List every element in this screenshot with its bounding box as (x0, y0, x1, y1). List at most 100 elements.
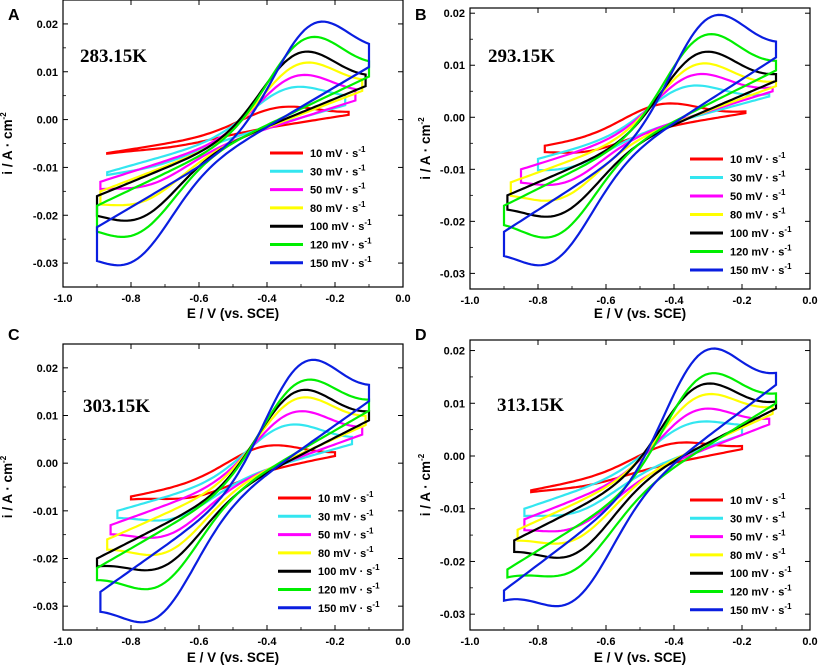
legend-label: 30 mV · s-1 (730, 170, 786, 185)
cv-curve (516, 392, 774, 545)
y-tick-label: 0.01 (37, 411, 58, 423)
x-tick-label: -1.0 (54, 293, 73, 305)
legend-label: 80 mV · s-1 (730, 547, 786, 562)
y-axis-title-superscript: -2 (0, 112, 8, 120)
x-tick-label: -0.6 (597, 636, 616, 648)
y-tick-label: 0.01 (444, 60, 465, 72)
cv-curve (502, 13, 778, 267)
legend-superscript: -1 (778, 510, 786, 519)
y-tick-label: -0.02 (440, 216, 465, 228)
legend-label: 10 mV · s-1 (318, 490, 374, 505)
x-axis-title: E / V (vs. SCE) (187, 306, 279, 321)
y-tick-label: -0.01 (33, 162, 58, 174)
cv-curve (109, 410, 364, 539)
chart-panel-d: -1.0 -0.8 -0.6 -0.4 -0.2 0.0 -0.03 -0.02 -0.01 0.… (415, 327, 818, 665)
y-tick-label: -0.02 (33, 554, 58, 566)
cv-curve (106, 396, 367, 557)
y-tick-label: 0.00 (444, 451, 465, 463)
cv-curve (523, 407, 771, 533)
legend-superscript: -1 (784, 584, 792, 593)
y-axis-title: i / A · cm-2 (0, 455, 15, 518)
x-tick-label: -0.2 (326, 293, 345, 305)
cv-curve (506, 372, 778, 579)
legend-superscript: -1 (784, 262, 792, 271)
cv-curve (543, 102, 747, 154)
legend-superscript: -1 (784, 244, 792, 253)
temperature-label: 313.15K (497, 395, 564, 416)
cv-curve (95, 388, 371, 572)
y-tick-label: -0.02 (33, 210, 58, 222)
x-tick-label: -0.8 (122, 636, 141, 648)
legend-label: 50 mV · s-1 (730, 529, 786, 544)
x-tick-label: -0.6 (190, 293, 209, 305)
y-tick-label: -0.03 (440, 609, 465, 621)
cv-curve (502, 347, 778, 608)
cv-curve (530, 441, 744, 494)
x-tick-label: -0.2 (733, 295, 752, 307)
legend-label: 50 mV · s-1 (310, 182, 366, 197)
legend-label: 120 mV · s-1 (310, 237, 372, 252)
legend-label: 30 mV · s-1 (310, 163, 366, 178)
y-axis-title-superscript: -2 (417, 453, 426, 461)
legend-superscript: -1 (366, 527, 374, 536)
y-tick-label: -0.03 (33, 601, 58, 613)
cv-curve (99, 73, 357, 191)
legend-superscript: -1 (784, 225, 792, 234)
legend-label: 80 mV · s-1 (730, 207, 786, 222)
x-tick-label: 0.0 (802, 295, 817, 307)
legend-superscript: -1 (784, 602, 792, 611)
x-tick-label: -0.4 (665, 295, 685, 307)
legend-superscript: -1 (778, 547, 786, 556)
y-tick-label: 0.00 (37, 115, 58, 127)
x-tick-label: -0.8 (122, 293, 141, 305)
cv-curve (509, 62, 778, 202)
legend-superscript: -1 (364, 255, 372, 264)
legend-label: 120 mV · s-1 (730, 244, 792, 259)
legend-label: 100 mV · s-1 (730, 565, 792, 580)
x-tick-label: -1.0 (54, 636, 73, 648)
panel-letter: B (415, 7, 427, 24)
legend-superscript: -1 (778, 492, 786, 501)
y-tick-label: 0.02 (444, 346, 465, 358)
y-axis-title: i / A · cm-2 (417, 117, 433, 180)
legend-superscript: -1 (778, 151, 786, 160)
cv-curve (95, 35, 371, 238)
cv-curve (129, 444, 337, 501)
y-tick-label: 0.02 (444, 8, 465, 20)
x-tick-label: -0.8 (529, 295, 548, 307)
x-tick-label: 0.0 (802, 636, 817, 648)
y-tick-label: 0.00 (444, 112, 465, 124)
legend-label: 120 mV · s-1 (730, 584, 792, 599)
y-tick-label: -0.03 (33, 258, 58, 270)
x-tick-label: -0.4 (258, 293, 278, 305)
chart-panel-c: -1.0 -0.8 -0.6 -0.4 -0.2 0.0 -0.03 -0.02 -0.01 0.… (0, 327, 411, 665)
x-tick-label: -1.0 (461, 295, 480, 307)
legend-label: 50 mV · s-1 (318, 527, 374, 542)
cv-curve (106, 105, 350, 155)
legend-label: 150 mV · s-1 (318, 600, 380, 615)
x-tick-label: -0.6 (597, 295, 616, 307)
panel-letter: C (8, 327, 20, 344)
legend-label: 120 mV · s-1 (318, 582, 380, 597)
panel-letter: A (8, 7, 20, 24)
legend-label: 30 mV · s-1 (318, 508, 374, 523)
cv-curve (502, 32, 778, 239)
legend-superscript: -1 (778, 207, 786, 216)
y-tick-label: 0.00 (37, 458, 58, 470)
x-axis-title: E / V (vs. SCE) (187, 650, 279, 665)
x-tick-label: -1.0 (461, 636, 480, 648)
legend-label: 150 mV · s-1 (310, 255, 372, 270)
legend-label: 100 mV · s-1 (730, 225, 792, 240)
x-tick-label: -0.2 (326, 636, 345, 648)
chart-panel-b: -1.0 -0.8 -0.6 -0.4 -0.2 0.0 -0.03 -0.02 -0.01 0.… (415, 7, 818, 321)
legend-superscript: -1 (358, 145, 366, 154)
legend-label: 150 mV · s-1 (730, 262, 792, 277)
legend-superscript: -1 (366, 508, 374, 517)
y-tick-label: 0.01 (37, 67, 58, 79)
legend-superscript: -1 (784, 565, 792, 574)
temperature-label: 303.15K (83, 396, 150, 417)
panel-letter: D (415, 327, 427, 344)
y-axis-title-superscript: -2 (417, 117, 426, 125)
legend-label: 80 mV · s-1 (318, 545, 374, 560)
